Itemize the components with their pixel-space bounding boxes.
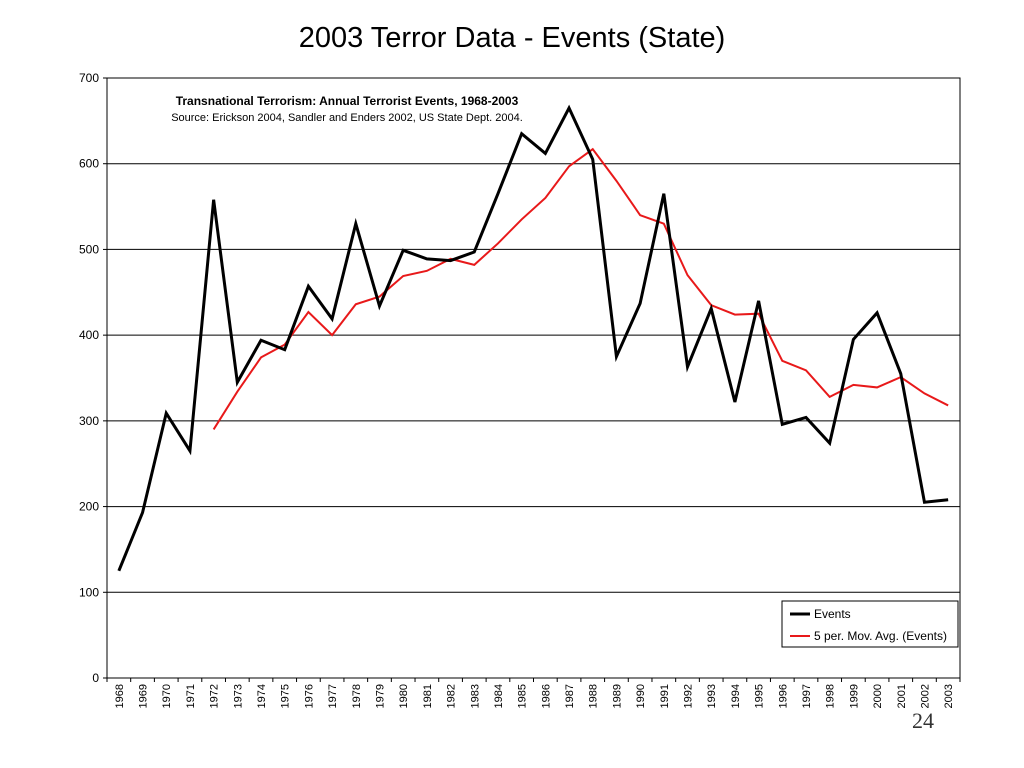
x-tick-label: 1992 [683,684,695,708]
y-tick-label: 700 [79,71,99,85]
x-tick-label: 1993 [706,684,718,708]
x-tick-label: 1986 [540,684,552,708]
x-tick-label: 1988 [588,684,600,708]
x-tick-label: 2002 [919,684,931,708]
chart-annotation-source: Source: Erickson 2004, Sandler and Ender… [171,112,523,124]
x-tick-label: 1972 [209,684,221,708]
series-line-moving-average [212,147,949,430]
plot-area [106,77,961,679]
x-axis: 1968 1969 1970 1971 1972 1973 1974 1975 1976 1977… [106,678,961,708]
x-tick-label: 1999 [848,684,860,708]
y-tick-label: 500 [79,242,99,256]
x-tick-label: 1995 [754,684,766,708]
y-axis: 0 100 200 300 400 500 600 700 [79,71,107,685]
x-tick-label: 1975 [280,684,292,708]
x-tick-label: 1997 [801,684,813,708]
y-tick-label: 100 [79,585,99,599]
x-tick-label: 1977 [327,684,339,708]
x-tick-label: 1971 [185,684,197,708]
x-tick-label: 1998 [825,684,837,708]
x-tick-label: 1990 [635,684,647,708]
x-tick-label: 1970 [161,684,173,708]
slide-title: 2003 Terror Data - Events (State) [298,22,726,54]
x-tick-label: 1983 [469,684,481,708]
page-number: 24 [912,708,934,733]
series-lines [117,104,949,572]
x-tick-label: 1996 [777,684,789,708]
chart-annotation-title: Transnational Terrorism: Annual Terroris… [176,94,519,108]
x-tick-label: 1969 [138,684,150,708]
x-tick-label: 1968 [114,684,126,708]
legend-box [781,600,959,648]
x-tick-label: 1987 [564,684,576,708]
legend-label-events: Events [814,607,851,621]
gridlines [107,77,960,593]
x-tick-label: 1981 [422,684,434,708]
y-tick-label: 400 [79,328,99,342]
x-tick-label: 2003 [943,684,955,708]
x-tick-label: 1979 [374,684,386,708]
series-line-events [117,104,949,572]
x-tick-label: 1976 [303,684,315,708]
x-tick-label: 1994 [730,684,742,708]
y-tick-label: 300 [79,414,99,428]
x-tick-label: 2001 [896,684,908,708]
y-tick-label: 600 [79,157,99,171]
y-tick-label: 0 [92,671,99,685]
x-tick-label: 1982 [446,684,458,708]
x-tick-label: 1973 [232,684,244,708]
x-tick-label: 1989 [611,684,623,708]
x-tick-label: 1991 [659,684,671,708]
y-tick-label: 200 [79,500,99,514]
legend-label-moving-average: 5 per. Mov. Avg. (Events) [814,629,947,643]
legend: Events 5 per. Mov. Avg. (Events) [781,600,959,648]
x-tick-label: 1985 [517,684,529,708]
x-tick-label: 1984 [493,684,505,708]
x-tick-label: 2000 [872,684,884,708]
x-tick-label: 1978 [351,684,363,708]
x-tick-label: 1974 [256,684,268,708]
x-tick-label: 1980 [398,684,410,708]
